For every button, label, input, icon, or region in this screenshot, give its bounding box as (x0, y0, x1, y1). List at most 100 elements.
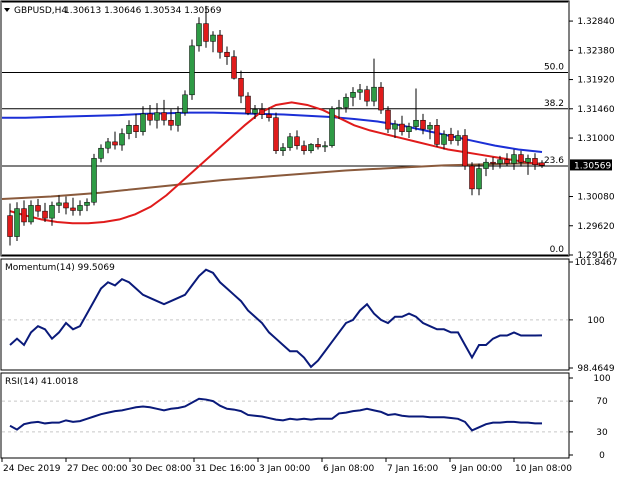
candle-body (119, 133, 125, 146)
candle-body (63, 202, 69, 209)
ohlc-readout: 1.30613 1.30646 1.30534 1.30569 (64, 6, 222, 16)
candle-body (364, 89, 370, 102)
candle-body (329, 108, 335, 146)
rsi-tick-label: 70 (596, 397, 608, 407)
candle-body (301, 145, 307, 151)
candle-body (308, 144, 314, 151)
fib-level-label: 23.6 (544, 156, 564, 166)
rsi-line (9, 397, 543, 432)
collapse-triangle-icon[interactable] (4, 8, 10, 12)
candle-body (357, 89, 363, 93)
candle-body (420, 119, 426, 130)
candle-body (371, 86, 377, 102)
fib-level-label: 50.0 (544, 63, 564, 73)
price-pane-frame (0, 0, 570, 257)
candle-body (294, 136, 300, 146)
candle-body (147, 113, 153, 121)
rsi-tick-label: 0 (599, 451, 605, 461)
candle-body (133, 125, 139, 132)
price-tick-label: 1.29620 (577, 222, 614, 232)
candle-body (14, 208, 20, 237)
candle-body (455, 135, 461, 141)
time-tick-label: 9 Jan 00:00 (451, 464, 503, 474)
time-tick-label: 30 Dec 08:00 (131, 464, 192, 474)
momentum-line (9, 268, 543, 369)
candle-body (378, 86, 384, 111)
candle-body (336, 107, 342, 110)
time-tick-label: 10 Jan 08:00 (515, 464, 572, 474)
candle-body (28, 205, 34, 223)
rsi-tick-label: 100 (593, 374, 610, 384)
candle-body (434, 125, 440, 145)
price-axis: 1.32840 1.32380 1.31920 1.31460 1.31000 1.300… (569, 17, 615, 261)
candle-body (504, 159, 510, 164)
candle-body (532, 158, 538, 165)
time-tick-label: 7 Jan 16:00 (387, 464, 439, 474)
time-tick-label: 24 Dec 2019 (3, 464, 61, 474)
time-tick-label: 27 Dec 00:00 (67, 464, 128, 474)
candle-body (476, 168, 482, 190)
price-tick-label: 1.30080 (577, 193, 614, 203)
candle-body (175, 112, 181, 126)
candle-body (462, 135, 468, 167)
time-axis: 24 Dec 2019 27 Dec 00:00 30 Dec 08:00 31 De… (1, 458, 572, 474)
fib-level-label: 38.2 (544, 99, 564, 109)
candle-body (112, 141, 118, 146)
candle-body (42, 210, 48, 219)
candle-body (21, 208, 27, 223)
candle-body (343, 97, 349, 108)
candle-body (140, 113, 146, 132)
candle-body (266, 114, 272, 118)
candle-body (350, 92, 356, 98)
candle-body (441, 133, 447, 145)
candle-body (224, 51, 230, 57)
candle-body (525, 158, 531, 163)
candle-body (84, 201, 90, 206)
momentum-tick-label: 101.8467 (575, 258, 618, 268)
candle-body (203, 23, 209, 42)
rsi-tick-label: 30 (596, 428, 608, 438)
candles (7, 5, 545, 246)
candle-body (91, 158, 97, 203)
candle-body (448, 133, 454, 141)
candle-body (518, 154, 524, 163)
symbol-label: GBPUSD,H4 (14, 6, 67, 16)
candle-body (287, 136, 293, 148)
candle-body (539, 162, 545, 166)
candle-body (70, 207, 76, 211)
candle-body (490, 161, 496, 164)
candle-body (406, 126, 412, 132)
candle-body (497, 159, 503, 164)
momentum-axis: 101.8467 100 98.4649 (2, 258, 617, 374)
candle-body (56, 202, 62, 206)
candle-body (196, 23, 202, 47)
price-tick-label: 1.29160 (577, 251, 614, 261)
candle-body (259, 109, 265, 115)
candle-body (49, 205, 55, 219)
fib-level-label: 61.8 (544, 0, 564, 2)
candle-body (413, 119, 419, 127)
price-tick-label: 1.31920 (577, 76, 614, 86)
candle-body (35, 205, 41, 212)
fib-level-label: 0.0 (550, 245, 565, 255)
candle-body (7, 215, 13, 237)
candle-body (322, 145, 328, 148)
candle-body (469, 165, 475, 190)
candle-body (182, 94, 188, 113)
rsi-title: RSI(14) 41.0018 (5, 377, 78, 387)
candle-body (105, 141, 111, 149)
last-price-label: 1.30569 (574, 161, 611, 171)
candle-body (273, 117, 279, 151)
candle-body (511, 154, 517, 164)
momentum-tick-label: 98.4649 (577, 364, 614, 374)
momentum-tick-label: 100 (587, 316, 604, 326)
time-tick-label: 6 Jan 08:00 (323, 464, 375, 474)
candle-body (161, 112, 167, 121)
candle-body (77, 205, 83, 211)
candle-body (154, 112, 160, 121)
candle-body (483, 161, 489, 169)
candle-body (315, 144, 321, 148)
price-tick-label: 1.32840 (577, 17, 614, 27)
ma-fast-line (9, 101, 543, 225)
